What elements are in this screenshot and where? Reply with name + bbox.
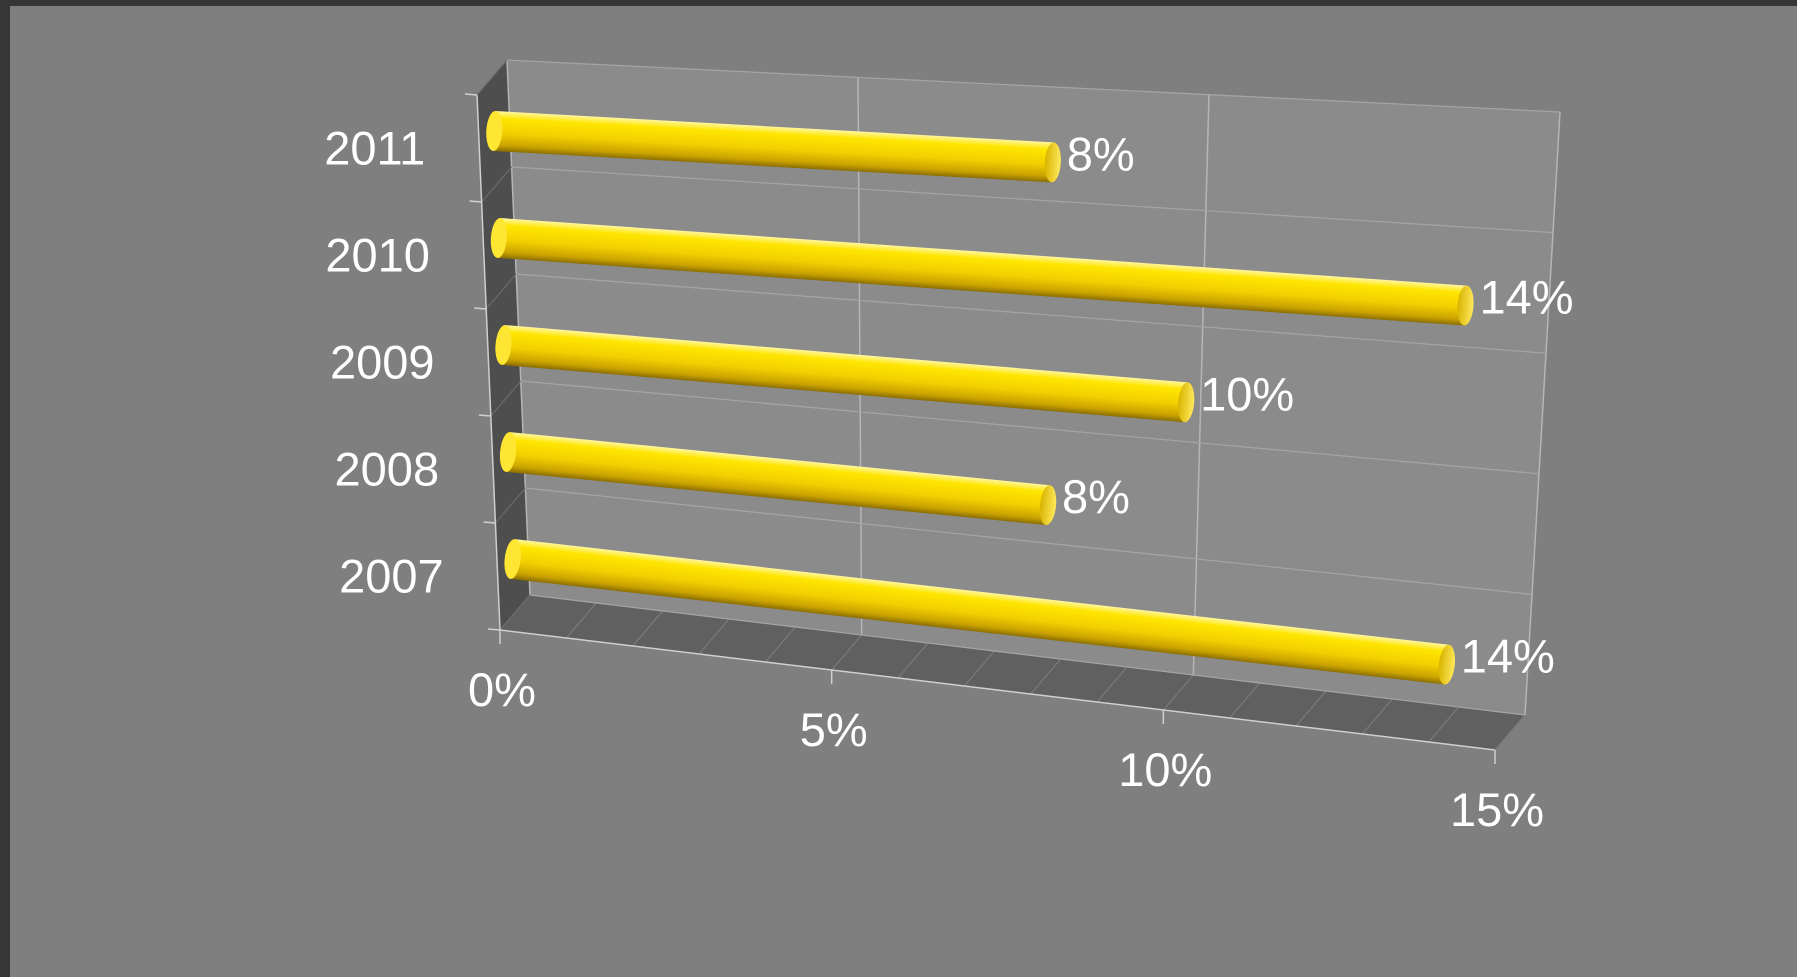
- bar-2008: [499, 432, 1057, 526]
- x-tick-label: 15%: [1450, 783, 1544, 836]
- side-wall-gridline: [485, 273, 517, 310]
- gridline-horizontal: [529, 594, 1526, 716]
- x-tick-label: 0%: [468, 663, 536, 716]
- y-tick-mark: [487, 628, 501, 631]
- data-label-2010: 14%: [1479, 271, 1573, 324]
- gridline-vertical: [1524, 111, 1561, 716]
- bar-2010: [490, 218, 1474, 326]
- bar-body: [497, 218, 1467, 326]
- bar-start-cap: [495, 325, 512, 365]
- bar-body: [506, 432, 1051, 526]
- bar-start-cap: [486, 111, 503, 151]
- bar-2009: [495, 325, 1195, 423]
- floor-gridline: [698, 618, 730, 655]
- y-tick-label-2008: 2008: [335, 443, 440, 496]
- bar-start-cap: [499, 432, 517, 472]
- y-tick-mark: [478, 414, 491, 417]
- bar-start-cap: [490, 218, 508, 258]
- x-tick-label: 5%: [800, 703, 868, 756]
- gridlines: [464, 59, 1561, 764]
- bar-2011: [486, 111, 1061, 183]
- y-tick-label-2009: 2009: [330, 336, 435, 389]
- side-wall-gridline: [494, 487, 526, 524]
- side-wall-gridline: [490, 380, 522, 417]
- gridline-horizontal: [511, 166, 1554, 234]
- gridline-horizontal: [520, 380, 1540, 475]
- floor-gridline: [764, 626, 796, 663]
- bar-2007: [504, 539, 1456, 685]
- data-label-2008: 8%: [1062, 470, 1130, 523]
- floor-gridline: [1361, 698, 1393, 735]
- side-wall-gridline: [476, 59, 508, 96]
- y-tick-label-2010: 2010: [325, 229, 430, 282]
- floor-gridline: [1295, 690, 1327, 727]
- gridline-horizontal: [506, 59, 1561, 113]
- floor-gridline: [1428, 706, 1460, 743]
- floor-gridline: [1162, 674, 1194, 711]
- bar-body: [510, 539, 1450, 685]
- side-wall-gridline: [481, 166, 513, 203]
- bar-body: [501, 325, 1188, 423]
- y-tick-mark: [469, 200, 482, 203]
- data-label-2007: 14%: [1461, 630, 1555, 683]
- floor: [500, 595, 1525, 750]
- floor-gridline: [1494, 714, 1526, 751]
- data-label-2009: 10%: [1200, 367, 1294, 420]
- bar-end-cap: [1044, 142, 1061, 183]
- bars: [486, 111, 1474, 685]
- y-tick-mark: [483, 521, 496, 524]
- floor-gridline: [1096, 666, 1128, 703]
- floor-gridline: [897, 642, 929, 679]
- bar-end-cap: [1178, 382, 1195, 423]
- bar-end-cap: [1457, 285, 1474, 326]
- floor-gridline: [831, 634, 863, 671]
- y-axis-line: [476, 94, 501, 631]
- floor-gridline: [565, 602, 597, 639]
- bar-body: [493, 111, 1054, 183]
- x-tick-label: 10%: [1118, 743, 1212, 796]
- floor-gridline: [1030, 658, 1062, 695]
- labels: 14% 2007 8% 2008 10% 2009 14% 2010 8% 2011 0% 5% 10%…: [324, 122, 1573, 837]
- y-tick-mark: [474, 307, 487, 310]
- floor-gridline: [632, 610, 664, 647]
- floor-gridline: [963, 650, 995, 687]
- bar-start-cap: [504, 539, 521, 579]
- bar-end-cap: [1039, 485, 1057, 526]
- y-tick-label-2007: 2007: [339, 550, 444, 603]
- side-wall-gridline: [499, 594, 531, 631]
- y-tick-mark: [464, 93, 478, 96]
- y-tick-label-2011: 2011: [324, 122, 425, 175]
- gridline-vertical: [1192, 94, 1210, 676]
- floor-gridline: [1229, 682, 1261, 719]
- gridline-horizontal: [516, 273, 1547, 354]
- data-label-2011: 8%: [1067, 127, 1135, 180]
- gridline-horizontal: [525, 487, 1533, 595]
- bar-end-cap: [1438, 644, 1456, 685]
- x-axis-line: [499, 629, 1496, 751]
